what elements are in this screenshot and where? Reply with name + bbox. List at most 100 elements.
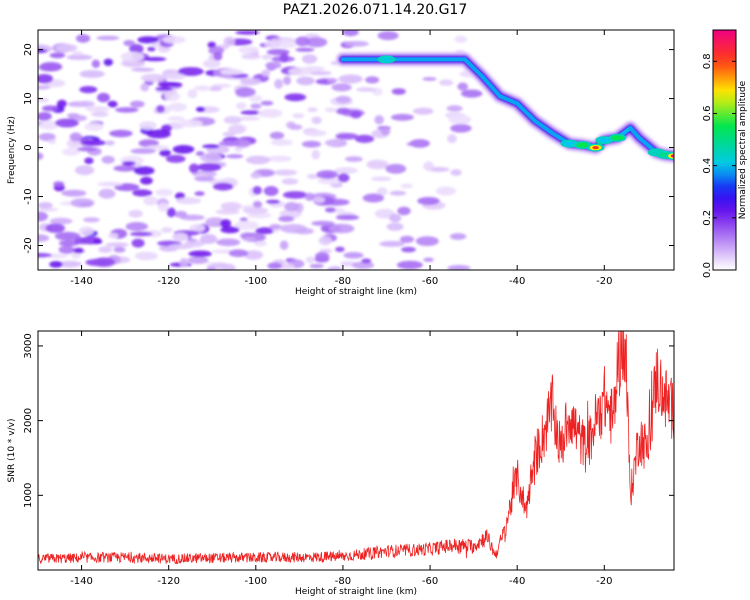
colorbar-tick-label: 0.8 [702, 53, 713, 69]
top-xtick-label: -60 [422, 276, 438, 287]
noise-blob [155, 86, 174, 91]
noise-blob [172, 232, 189, 242]
noise-blob [109, 129, 133, 138]
noise-blob [195, 151, 205, 157]
noise-blob [61, 189, 87, 197]
ridge-peak-core [383, 57, 390, 62]
noise-blob [250, 103, 262, 109]
noise-blob [335, 246, 345, 252]
noise-blob [71, 254, 81, 259]
noise-blob [41, 105, 59, 112]
noise-blob [324, 207, 336, 213]
noise-blob [105, 242, 129, 247]
noise-blob [97, 92, 110, 103]
snr-point [81, 557, 83, 559]
noise-blob [266, 199, 281, 204]
noise-blob [187, 89, 198, 99]
top-xtick-label: -120 [157, 276, 180, 287]
noise-blob [250, 172, 262, 179]
noise-blob [366, 159, 389, 170]
noise-blob [166, 207, 176, 218]
noise-blob [48, 139, 57, 144]
noise-blob [67, 113, 80, 118]
noise-blob [39, 61, 63, 72]
noise-blob [406, 141, 425, 147]
noise-blob [75, 34, 91, 43]
noise-blob [49, 52, 66, 59]
noise-blob [85, 106, 110, 112]
snr-point [543, 435, 545, 437]
snr-point [473, 545, 475, 547]
noise-blob [146, 129, 171, 139]
noise-blob [380, 127, 391, 136]
noise-blob [92, 257, 116, 268]
colorbar-tick-label: 0.6 [702, 106, 713, 122]
noise-blob [174, 210, 188, 218]
noise-blob [139, 121, 157, 130]
noise-blob [234, 220, 260, 230]
noise-blob [450, 124, 472, 133]
noise-blob [179, 258, 189, 268]
noise-blob [38, 152, 44, 160]
noise-blob [200, 152, 222, 163]
noise-blob [439, 79, 454, 86]
bottom-ytick-label: 1000 [23, 483, 34, 508]
noise-blob [235, 87, 256, 97]
noise-blob [267, 155, 292, 162]
noise-blob [370, 176, 392, 181]
noise-blob [76, 147, 98, 152]
noise-blob [327, 78, 338, 83]
noise-blob [137, 36, 159, 44]
noise-blob [361, 258, 372, 264]
noise-blob [228, 249, 249, 257]
noise-blob [265, 61, 282, 69]
snr-point [386, 551, 388, 553]
top-ytick-label: -10 [23, 188, 34, 204]
noise-blob [301, 54, 318, 64]
noise-blob [279, 240, 289, 250]
noise-blob [248, 95, 263, 102]
noise-blob [324, 107, 338, 113]
noise-blob [223, 36, 236, 47]
noise-blob [220, 68, 244, 75]
noise-blob [324, 139, 341, 147]
noise-blob [83, 217, 100, 223]
noise-blob [376, 187, 388, 196]
noise-blob [391, 88, 406, 95]
noise-blob [351, 261, 375, 269]
noise-blob [38, 234, 50, 242]
snr-point [211, 557, 213, 559]
noise-blob [304, 192, 315, 201]
colorbar-tick-label: 0.0 [702, 262, 713, 278]
noise-blob [38, 112, 52, 121]
noise-blob [273, 169, 298, 176]
bottom-xtick-label: -140 [70, 576, 93, 587]
noise-blob [131, 67, 155, 72]
noise-blob [315, 251, 330, 262]
noise-blob [143, 196, 158, 206]
snr-point [255, 557, 257, 559]
noise-blob [449, 233, 467, 240]
noise-blob [335, 95, 351, 104]
snr-point [560, 450, 562, 452]
noise-blob [140, 83, 150, 92]
noise-blob [178, 119, 203, 128]
noise-blob [161, 227, 173, 233]
noise-blob [165, 154, 186, 163]
noise-blob [177, 67, 204, 76]
noise-blob [140, 176, 153, 185]
noise-blob [400, 183, 413, 189]
noise-blob [295, 36, 310, 47]
noise-blob [329, 223, 355, 234]
noise-blob [120, 51, 144, 62]
noise-blob [354, 134, 375, 143]
noise-blob [184, 239, 205, 248]
noise-blob [130, 148, 156, 154]
noise-blob [362, 193, 385, 203]
noise-blob [457, 82, 469, 91]
noise-blob [343, 252, 364, 259]
bottom-ytick-label: 2000 [23, 408, 34, 433]
noise-blob [318, 236, 332, 246]
noise-blob [200, 234, 218, 244]
